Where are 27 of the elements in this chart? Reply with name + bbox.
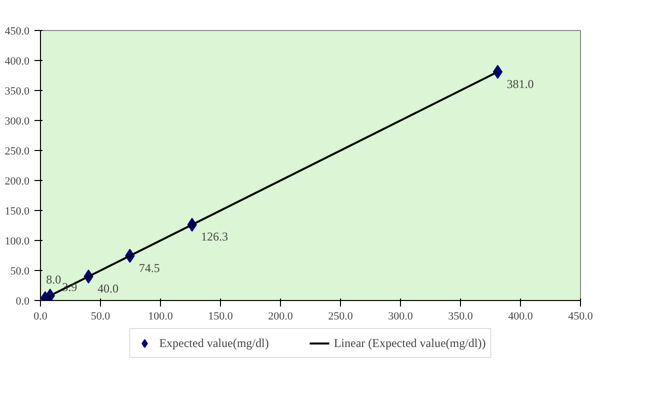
data-label: 40.0: [98, 282, 118, 296]
y-tick-label: 200.0: [4, 176, 30, 188]
x-tick-label: 100.0: [148, 310, 174, 322]
x-tick-label: 0.0: [34, 310, 48, 322]
y-tick-label: 0.0: [16, 296, 30, 308]
x-tick-label: 450.0: [568, 310, 594, 322]
data-label: 8.0: [46, 272, 62, 287]
data-label: 381.0: [506, 76, 534, 91]
data-label: 126.3: [201, 230, 228, 244]
x-tick-label: 300.0: [388, 310, 414, 322]
y-tick-label: 300.0: [4, 116, 30, 128]
y-tick-label: 150.0: [4, 206, 30, 218]
y-tick-label: 50.0: [10, 266, 30, 278]
data-label: 74.5: [138, 260, 160, 275]
y-tick-label: 250.0: [4, 146, 30, 158]
legend-label: Linear (Expected value(mg/dl)): [334, 336, 486, 350]
y-tick-label: 350.0: [4, 86, 30, 98]
x-tick-label: 400.0: [508, 310, 534, 322]
x-tick-label: 250.0: [328, 310, 354, 322]
x-tick-label: 150.0: [208, 310, 234, 322]
y-tick-label: 450.0: [4, 26, 30, 38]
y-tick-label: 400.0: [4, 56, 30, 68]
x-tick-label: 50.0: [90, 310, 111, 322]
x-tick-label: 200.0: [268, 310, 294, 322]
x-tick-label: 350.0: [448, 310, 474, 322]
y-tick-label: 100.0: [4, 236, 30, 248]
legend-label: Expected value(mg/dl): [159, 336, 269, 350]
